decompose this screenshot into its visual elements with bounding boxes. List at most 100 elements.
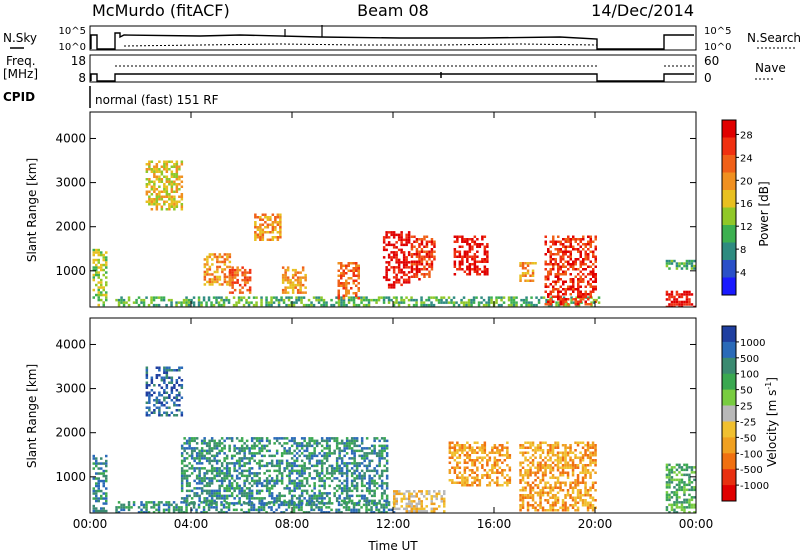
velocity-cell xyxy=(175,503,178,507)
power-cell xyxy=(92,276,95,279)
velocity-cell xyxy=(382,503,386,507)
power-cell xyxy=(259,218,262,221)
velocity-cell xyxy=(215,508,218,512)
velocity-cell xyxy=(524,496,527,499)
velocity-cell xyxy=(275,482,279,485)
power-cell xyxy=(241,291,244,294)
power-cell xyxy=(247,296,251,299)
velocity-cell xyxy=(183,442,186,445)
power-cell xyxy=(279,226,282,229)
velocity-cell xyxy=(92,457,95,460)
velocity-cell xyxy=(415,505,418,508)
power-cell xyxy=(345,303,348,307)
velocity-cell xyxy=(529,494,532,497)
velocity-cell xyxy=(165,374,169,377)
power-cell xyxy=(175,190,179,193)
power-cell xyxy=(95,248,98,252)
power-cell xyxy=(102,301,105,304)
velocity-cell xyxy=(235,487,239,490)
power-cell xyxy=(688,259,691,263)
power-cell xyxy=(259,226,262,229)
velocity-cell xyxy=(248,469,251,473)
velocity-cell xyxy=(408,497,411,501)
velocity-panel-background xyxy=(90,318,696,513)
power-cell xyxy=(286,276,290,279)
power-cell xyxy=(425,253,429,256)
velocity-cell xyxy=(320,459,324,463)
velocity-cell xyxy=(308,502,311,505)
velocity-cell xyxy=(675,488,679,492)
velocity-cell xyxy=(320,502,324,505)
velocity-cell xyxy=(265,503,268,507)
velocity-cell xyxy=(476,446,479,449)
velocity-cell xyxy=(228,467,231,470)
velocity-cell xyxy=(539,444,542,447)
power-cell xyxy=(340,282,343,285)
velocity-cell xyxy=(330,469,334,473)
velocity-cell xyxy=(145,406,149,409)
power-cell xyxy=(342,272,345,275)
velocity-cell xyxy=(551,486,555,489)
velocity-cell xyxy=(325,511,328,513)
velocity-cell xyxy=(157,511,161,513)
velocity-cell xyxy=(368,479,371,483)
power-cell xyxy=(413,240,416,243)
velocity-cell xyxy=(466,446,469,449)
power-cell xyxy=(407,266,411,269)
velocity-cell xyxy=(536,444,540,447)
power-cell xyxy=(152,296,156,299)
velocity-cell xyxy=(238,447,241,450)
velocity-cell xyxy=(670,508,674,512)
velocity-cell xyxy=(564,446,567,449)
velocity-cell xyxy=(305,489,309,493)
velocity-cell xyxy=(283,442,286,445)
velocity-cell xyxy=(506,484,509,487)
velocity-cell xyxy=(193,492,196,495)
velocity-cell xyxy=(278,462,281,465)
power-cell xyxy=(564,248,567,251)
power-cell xyxy=(340,272,343,275)
velocity-cell xyxy=(594,459,597,462)
velocity-cell xyxy=(213,469,216,473)
velocity-cell xyxy=(483,446,487,449)
velocity-cell xyxy=(569,446,572,449)
x-tick-label: 00:00 xyxy=(73,517,108,531)
velocity-cell xyxy=(688,481,691,484)
power-cell xyxy=(255,296,258,299)
power-cell xyxy=(296,291,300,294)
velocity-cell xyxy=(594,444,597,447)
velocity-cell xyxy=(581,441,585,444)
velocity-cell xyxy=(258,452,261,455)
velocity-cell xyxy=(476,479,479,482)
power-cell xyxy=(304,278,307,282)
velocity-cell xyxy=(155,374,159,377)
velocity-cell xyxy=(673,486,676,489)
power-cell xyxy=(291,273,295,277)
velocity-cell xyxy=(310,464,314,468)
velocity-cell xyxy=(275,474,279,478)
velocity-cell xyxy=(278,479,281,483)
velocity-cell xyxy=(668,473,671,477)
power-cell xyxy=(478,260,482,263)
velocity-cell xyxy=(544,464,547,467)
power-cell xyxy=(312,296,316,299)
velocity-cell xyxy=(466,479,469,482)
velocity-cell xyxy=(584,471,587,474)
power-cell xyxy=(150,170,154,173)
velocity-cell xyxy=(561,459,565,462)
power-cell xyxy=(231,281,234,284)
velocity-cell xyxy=(458,449,462,452)
power-cell xyxy=(466,253,469,256)
velocity-cell xyxy=(365,454,369,458)
velocity-cell xyxy=(383,449,386,453)
velocity-cell xyxy=(198,449,201,453)
power-cell xyxy=(531,272,535,275)
power-cell xyxy=(299,286,302,289)
velocity-cell xyxy=(248,489,251,493)
velocity-cell xyxy=(298,444,301,448)
velocity-cell xyxy=(185,482,189,485)
power-cell xyxy=(100,263,103,267)
velocity-cell xyxy=(418,507,421,511)
power-cell xyxy=(216,280,219,284)
power-cell xyxy=(92,288,95,292)
